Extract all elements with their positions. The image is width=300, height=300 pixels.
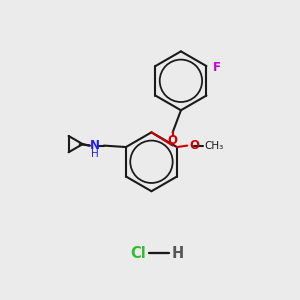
Text: O: O	[189, 139, 199, 152]
Text: N: N	[89, 139, 100, 152]
Text: Cl: Cl	[130, 246, 146, 261]
Text: H: H	[172, 246, 184, 261]
Text: O: O	[168, 134, 178, 147]
Text: CH₃: CH₃	[204, 141, 223, 151]
Text: F: F	[213, 61, 221, 74]
Text: H: H	[91, 149, 99, 159]
